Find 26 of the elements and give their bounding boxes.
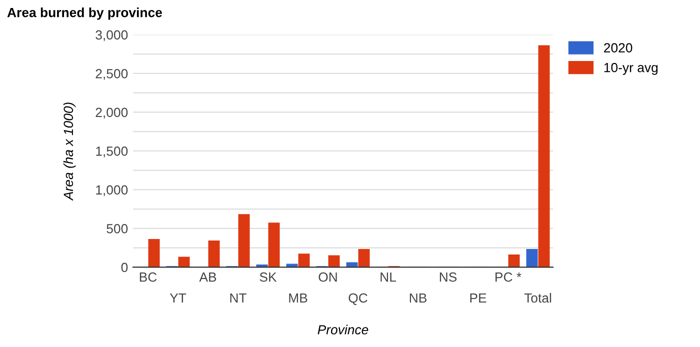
- y-tick-label: 0: [121, 262, 128, 272]
- x-tick-label: PE: [470, 293, 486, 303]
- x-tick-label: SK: [260, 272, 277, 282]
- x-tick-label: MB: [289, 293, 308, 303]
- y-tick-label: 1,000: [96, 185, 128, 196]
- x-tick-label: NB: [410, 293, 426, 303]
- y-axis-title: Area (ha x 1000): [63, 102, 76, 201]
- legend-label: 10-yr avg: [604, 62, 658, 75]
- x-tick-label: ON: [318, 272, 337, 282]
- x-tick-label: NS: [440, 272, 457, 282]
- legend-label: 2020: [604, 43, 632, 52]
- y-tick-label: 1,500: [96, 146, 128, 158]
- x-tick-label: NT: [230, 293, 246, 303]
- y-tick-label: 2,500: [96, 69, 128, 80]
- x-tick-label: BC: [140, 272, 157, 282]
- x-tick-label: Total: [524, 292, 552, 303]
- y-tick-label: 3,000: [96, 30, 128, 42]
- x-tick-label: PC *: [496, 272, 522, 282]
- x-tick-label: QC: [348, 293, 368, 306]
- chart-title: Area burned by province: [7, 8, 162, 20]
- x-tick-label: YT: [170, 293, 186, 303]
- y-tick-label: 2,000: [96, 108, 128, 119]
- y-tick-label: 500: [106, 224, 128, 234]
- x-tick-label: AB: [199, 272, 216, 282]
- x-tick-label: NL: [380, 272, 396, 282]
- x-axis-title: Province: [318, 324, 368, 334]
